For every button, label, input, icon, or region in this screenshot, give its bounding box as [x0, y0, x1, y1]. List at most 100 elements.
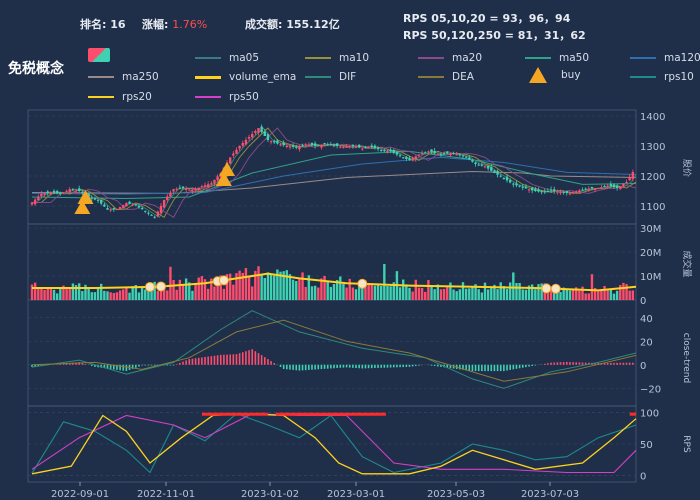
macd-bar	[207, 356, 209, 365]
volume-bar	[540, 283, 543, 300]
volume-bar	[332, 284, 336, 300]
volume-bar	[530, 284, 534, 300]
volume-bar	[263, 278, 266, 300]
volume-bar	[162, 283, 166, 300]
candle	[575, 191, 578, 193]
volume-bar	[273, 275, 276, 300]
candle	[436, 154, 440, 156]
volume-bar	[597, 291, 600, 300]
macd-bar	[367, 364, 370, 369]
macd-bar	[223, 354, 225, 365]
macd-bar	[569, 362, 571, 365]
volume-bar	[147, 288, 150, 300]
rps-short-text: RPS 05,10,20 = 93，96，94	[403, 12, 571, 25]
macd-bar	[216, 355, 219, 365]
volume-bar	[33, 282, 37, 300]
volume-bar	[301, 272, 304, 300]
volume-bar	[254, 270, 257, 300]
candle	[40, 194, 43, 197]
macd-bar	[383, 364, 386, 368]
ma10-line	[32, 127, 637, 219]
candle	[323, 143, 326, 145]
candle	[408, 158, 411, 161]
candle	[625, 182, 628, 183]
volume-bar	[376, 283, 380, 300]
macd-bar	[232, 354, 235, 365]
legend-item-ma10: ma10	[305, 52, 369, 64]
candle	[87, 193, 90, 198]
candle	[392, 149, 395, 153]
volume-bar	[364, 280, 367, 300]
candle	[339, 146, 342, 148]
macd-bar	[543, 363, 546, 365]
x-tick-label: 2023-07-03	[521, 489, 579, 500]
macd-bar	[525, 364, 527, 368]
macd-tick-label: 20	[640, 337, 653, 348]
legend-swatch	[305, 76, 331, 78]
volume-bar	[134, 285, 138, 300]
macd-bar	[603, 362, 606, 365]
candle	[134, 204, 138, 206]
volume-bar	[590, 274, 594, 300]
macd-bar	[34, 364, 36, 367]
macd-bar	[446, 364, 449, 368]
macd-bar	[84, 364, 87, 365]
macd-bar	[386, 364, 389, 368]
candle	[540, 191, 543, 193]
volume-bar	[43, 289, 46, 300]
macd-bar	[481, 364, 483, 372]
volume-bar	[74, 285, 78, 300]
candle	[71, 189, 75, 191]
macd-bar	[326, 364, 329, 369]
candle	[232, 153, 235, 156]
volume-bar	[452, 289, 455, 300]
volume-bar	[106, 291, 109, 300]
candle	[147, 212, 150, 214]
macd-bar	[506, 364, 508, 371]
legend-label: ma05	[229, 52, 260, 64]
volume-marker	[357, 278, 368, 289]
candle	[30, 202, 34, 205]
candle	[55, 191, 59, 194]
volume-bar	[178, 279, 182, 300]
volume-bar	[464, 288, 468, 300]
volume-bar	[471, 286, 474, 300]
candle	[483, 166, 487, 168]
volume-bar	[414, 279, 417, 300]
candle	[49, 192, 53, 195]
volume-bar	[373, 285, 377, 300]
macd-bar	[308, 364, 310, 370]
x-tick-label: 2023-05-03	[427, 489, 485, 500]
volume-bar	[474, 284, 477, 300]
macd-bar	[122, 364, 125, 371]
macd-bar	[348, 364, 351, 368]
macd-bar	[619, 362, 622, 365]
candle	[354, 146, 358, 148]
candle	[502, 178, 506, 180]
volume-bar	[411, 291, 414, 300]
volume-bar	[194, 284, 197, 300]
macd-bar	[279, 364, 282, 368]
macd-bar	[358, 364, 360, 369]
macd-bar	[179, 362, 181, 365]
volume-bar	[486, 289, 490, 300]
volume-bar	[310, 286, 314, 300]
candle	[77, 188, 81, 191]
volume-bar	[251, 286, 254, 300]
volume-bar	[631, 290, 635, 300]
candle	[335, 143, 339, 146]
macd-bar	[606, 362, 609, 365]
volume-bar	[40, 288, 43, 300]
candle	[471, 160, 474, 162]
candle	[156, 211, 160, 217]
volume-bar	[279, 271, 282, 300]
macd-bar	[521, 364, 524, 368]
macd-bar	[588, 362, 590, 365]
volume-bar	[615, 290, 619, 300]
buy-marker	[215, 172, 232, 186]
macd-bar	[411, 364, 414, 367]
candle	[276, 140, 279, 144]
volume-bar	[468, 288, 471, 300]
volume-bar	[140, 287, 144, 300]
volume-bar	[175, 289, 178, 300]
